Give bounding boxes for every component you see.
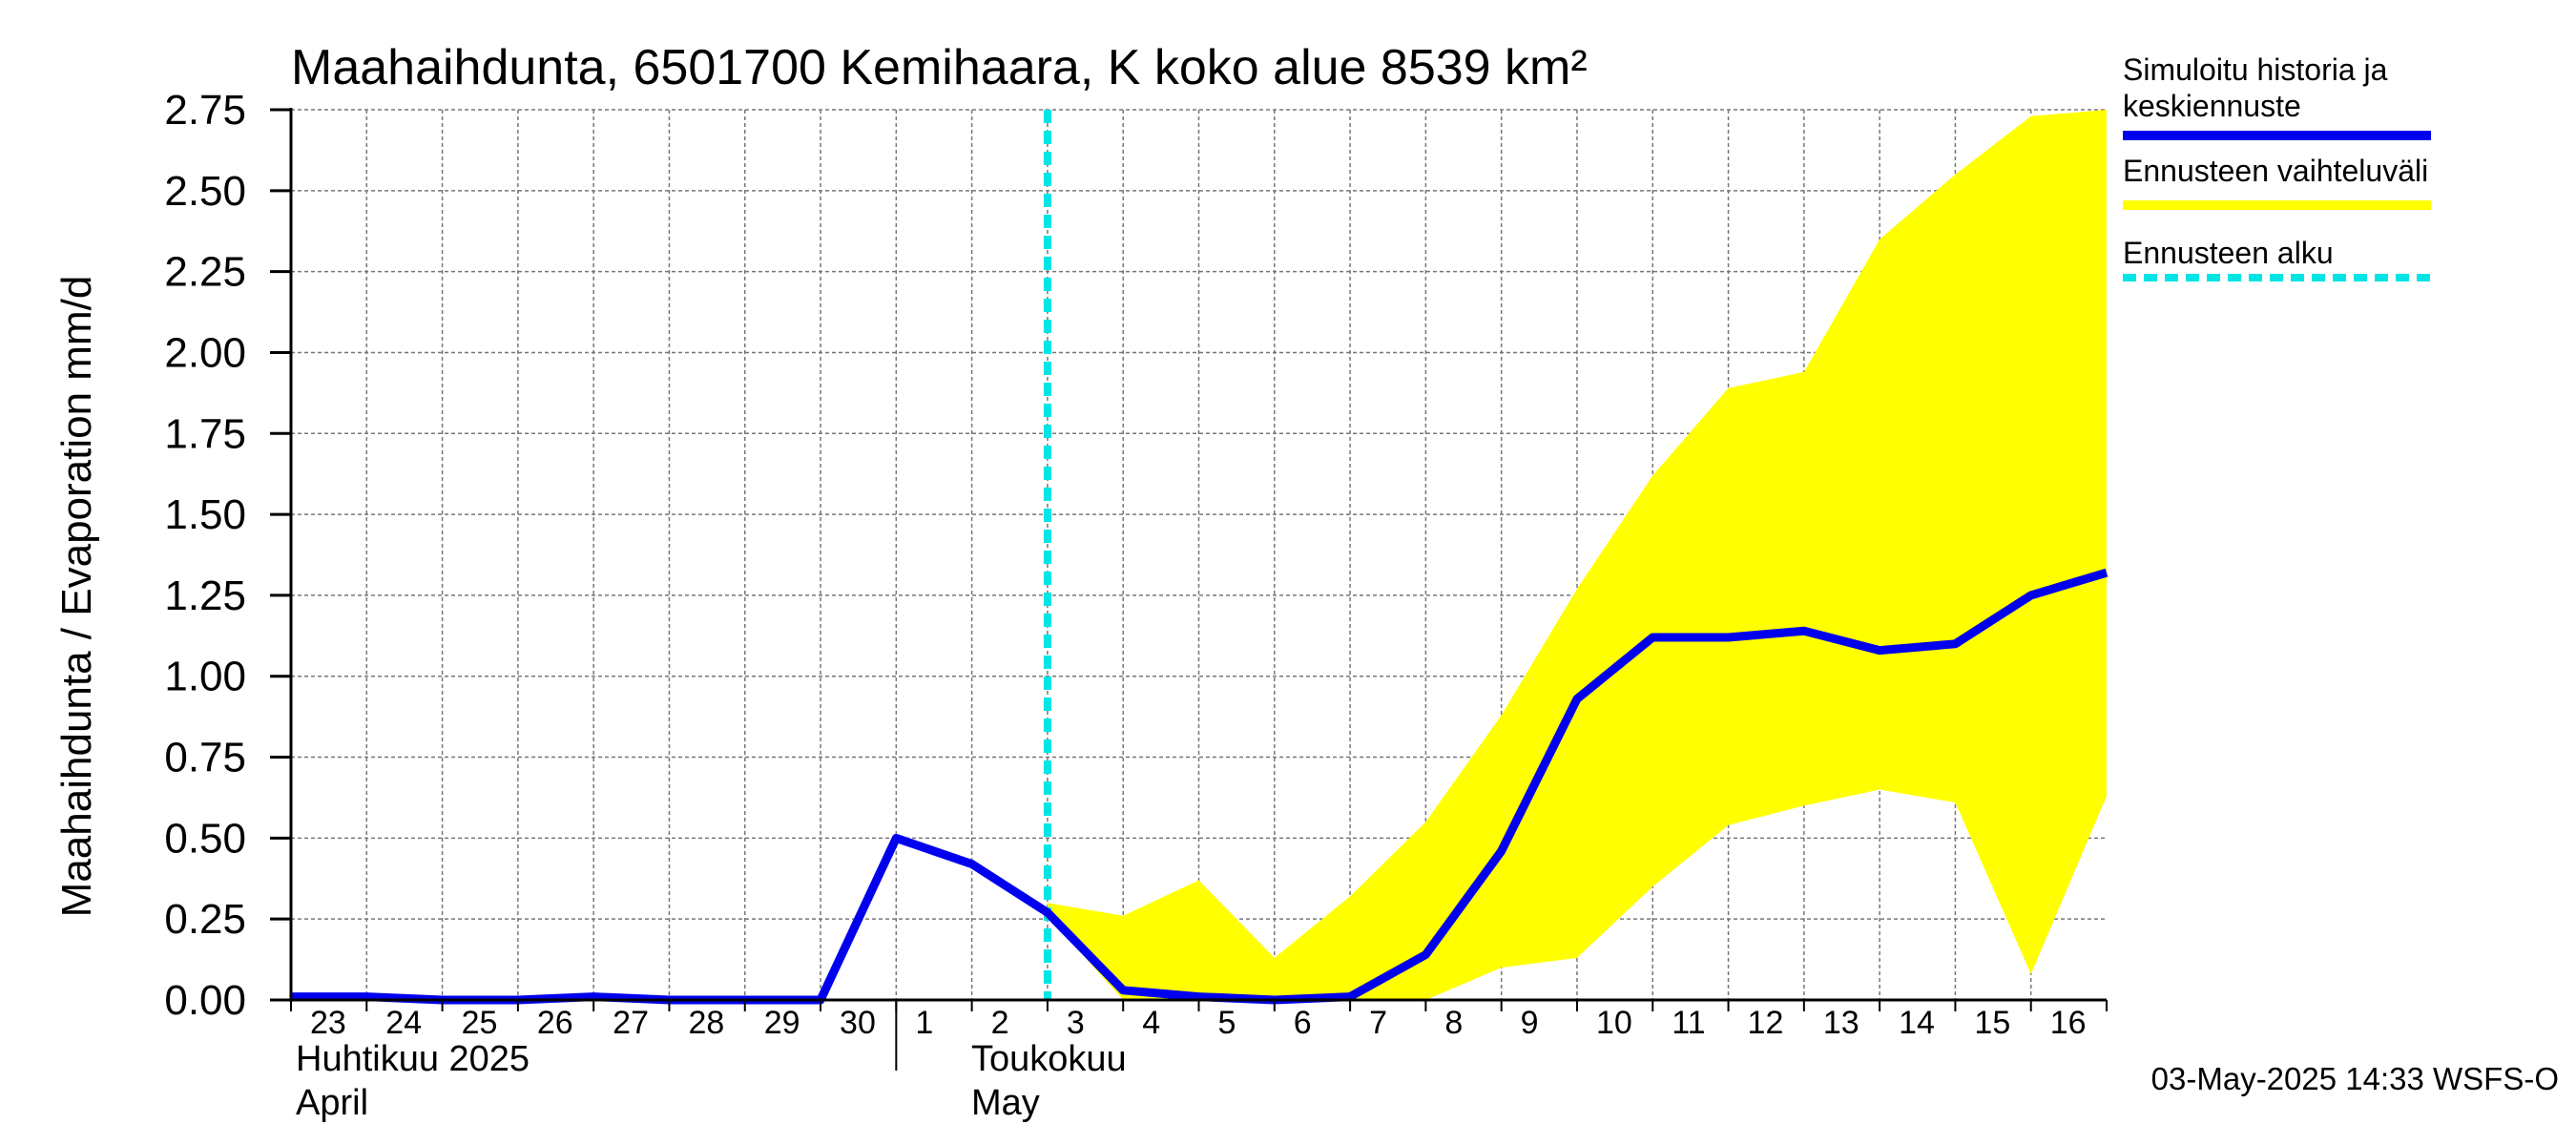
- x-tick-label: 15: [1974, 1005, 2010, 1041]
- x-tick-label: 14: [1899, 1005, 1935, 1041]
- x-tick-label: 7: [1369, 1005, 1387, 1041]
- y-tick-label: 2.75: [164, 87, 246, 134]
- y-tick-label: 0.75: [164, 735, 246, 781]
- legend-label: Ennusteen vaihteluväli: [2123, 154, 2428, 188]
- month-label-en: May: [971, 1083, 1040, 1123]
- x-tick-label: 1: [915, 1005, 933, 1041]
- x-tick-label: 29: [764, 1005, 800, 1041]
- x-tick-label: 26: [537, 1005, 573, 1041]
- legend-label-line2: keskiennuste: [2123, 89, 2301, 123]
- x-tick-label: 30: [840, 1005, 876, 1041]
- x-tick-label: 4: [1142, 1005, 1160, 1041]
- x-tick-label: 23: [310, 1005, 346, 1041]
- y-tick-label: 0.00: [164, 977, 246, 1024]
- y-tick-label: 0.50: [164, 815, 246, 862]
- simulated-history-series: [291, 568, 2109, 1005]
- legend-label: Simuloitu historia ja: [2123, 52, 2388, 87]
- x-tick-label: 2: [991, 1005, 1009, 1041]
- month-label: Toukokuu: [971, 1039, 1127, 1079]
- x-tick-label: 13: [1823, 1005, 1859, 1041]
- chart-title: Maahaihdunta, 6501700 Kemihaara, K koko …: [291, 40, 1588, 95]
- x-tick-label: 10: [1596, 1005, 1632, 1041]
- x-tick-label: 27: [613, 1005, 649, 1041]
- y-tick-label: 2.00: [164, 329, 246, 376]
- y-tick-label: 2.25: [164, 249, 246, 296]
- y-tick-label: 0.25: [164, 896, 246, 943]
- forecast-range-area: [1047, 110, 2107, 1000]
- month-label-en: April: [296, 1083, 368, 1123]
- y-tick-label: 1.25: [164, 572, 246, 619]
- month-label: Huhtikuu 2025: [296, 1039, 530, 1079]
- y-tick-label: 1.50: [164, 491, 246, 538]
- simulated-history-line: [291, 568, 2109, 1005]
- x-tick-label: 16: [2050, 1005, 2087, 1041]
- x-tick-label: 24: [385, 1005, 422, 1041]
- y-axis-ticks: 0.00 0.25 0.50 0.75 1.00 1.25 1.50 1.75 2.00 2.25…: [164, 87, 291, 1024]
- legend-label: Ennusteen alku: [2123, 236, 2334, 270]
- x-tick-label: 12: [1748, 1005, 1784, 1041]
- y-tick-label: 1.75: [164, 410, 246, 457]
- y-axis-label: Maahaihdunta / Evaporation mm/d: [53, 276, 100, 918]
- x-tick-label: 5: [1218, 1005, 1236, 1041]
- y-tick-label: 2.50: [164, 168, 246, 215]
- forecast-range-band: [1047, 110, 2107, 1000]
- x-axis-ticks: 23 24 25 26 27 28 29 30 1 2 3 4 5 6 7 8 9 10 11 12 13 14 15 16: [290, 1000, 2108, 1041]
- timestamp: 03-May-2025 14:33 WSFS-O: [2151, 1061, 2559, 1096]
- x-tick-label: 25: [462, 1005, 498, 1041]
- x-tick-label: 11: [1672, 1005, 1705, 1041]
- x-tick-label: 8: [1444, 1005, 1463, 1041]
- x-tick-label: 3: [1067, 1005, 1085, 1041]
- x-tick-label: 6: [1294, 1005, 1312, 1041]
- x-tick-label: 28: [688, 1005, 724, 1041]
- x-tick-label: 9: [1521, 1005, 1539, 1041]
- y-tick-label: 1.00: [164, 654, 246, 700]
